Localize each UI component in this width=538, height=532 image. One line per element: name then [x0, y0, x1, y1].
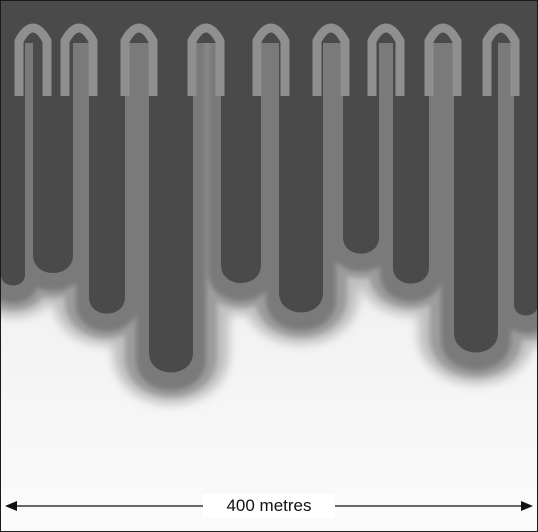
finger-cap-2 [60, 23, 98, 96]
finger-core-10 [514, 1, 537, 316]
finger-cap-4 [187, 23, 225, 96]
finger-core-3 [89, 1, 125, 314]
finger-caps [14, 23, 520, 96]
finger-cores [1, 1, 537, 373]
scale-bar-label: 400 metres [203, 494, 335, 518]
finger-core-5 [221, 1, 261, 283]
finger-cap-6 [312, 23, 350, 96]
finger-core-6 [279, 1, 323, 313]
finger-cap-3 [120, 23, 158, 96]
finger-cap-9 [482, 23, 520, 96]
scale-bar-left-arrow [5, 501, 17, 511]
finger-cap-5 [252, 23, 290, 96]
scale-bar-right-arrow [521, 501, 533, 511]
finger-core-4 [149, 1, 193, 373]
finger-cap-8 [424, 23, 462, 96]
finger-cap-7 [367, 23, 405, 96]
finger-cap-1 [14, 23, 52, 96]
